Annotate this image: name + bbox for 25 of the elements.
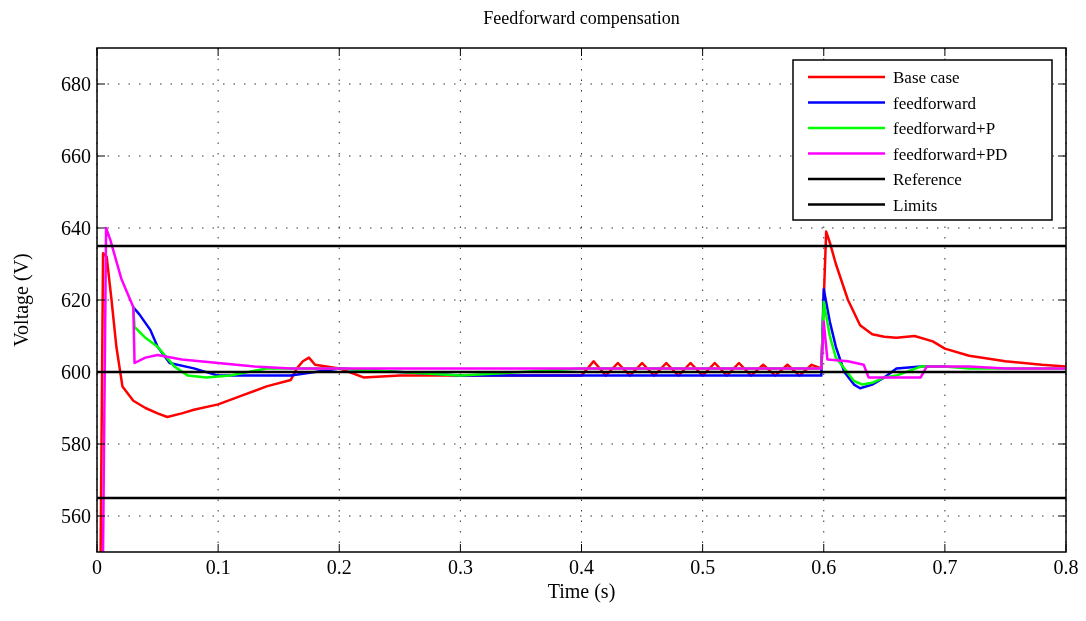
x-tick-label: 0.1 xyxy=(205,556,231,578)
legend-label: feedforward xyxy=(893,93,977,113)
y-tick-label: 620 xyxy=(61,289,91,311)
legend-label: feedforward+P xyxy=(893,119,996,138)
x-tick-label: 0.5 xyxy=(690,556,716,578)
y-tick-label: 560 xyxy=(61,505,91,527)
x-tick-label: 0.8 xyxy=(1053,556,1079,578)
chart-title: Feedforward compensation xyxy=(483,8,680,28)
legend-label: feedforward+PD xyxy=(893,144,1008,164)
legend-label: Limits xyxy=(893,195,938,215)
x-tick-label: 0.3 xyxy=(447,556,473,578)
x-tick-label: 0.6 xyxy=(811,556,837,578)
y-tick-label: 600 xyxy=(61,361,91,383)
y-tick-label: 660 xyxy=(61,145,91,167)
x-tick-label: 0.2 xyxy=(326,556,352,578)
legend-label: Base case xyxy=(893,68,960,87)
y-tick-label: 640 xyxy=(61,217,91,239)
x-tick-label: 0 xyxy=(92,556,102,578)
y-axis-title: Voltage (V) xyxy=(10,253,33,347)
x-axis-title: Time (s) xyxy=(547,580,616,603)
y-tick-label: 580 xyxy=(61,433,91,455)
y-tick-label: 680 xyxy=(61,73,91,95)
x-tick-label: 0.4 xyxy=(569,556,594,578)
x-tick-label: 0.7 xyxy=(932,556,958,578)
legend-label: Reference xyxy=(893,170,962,189)
